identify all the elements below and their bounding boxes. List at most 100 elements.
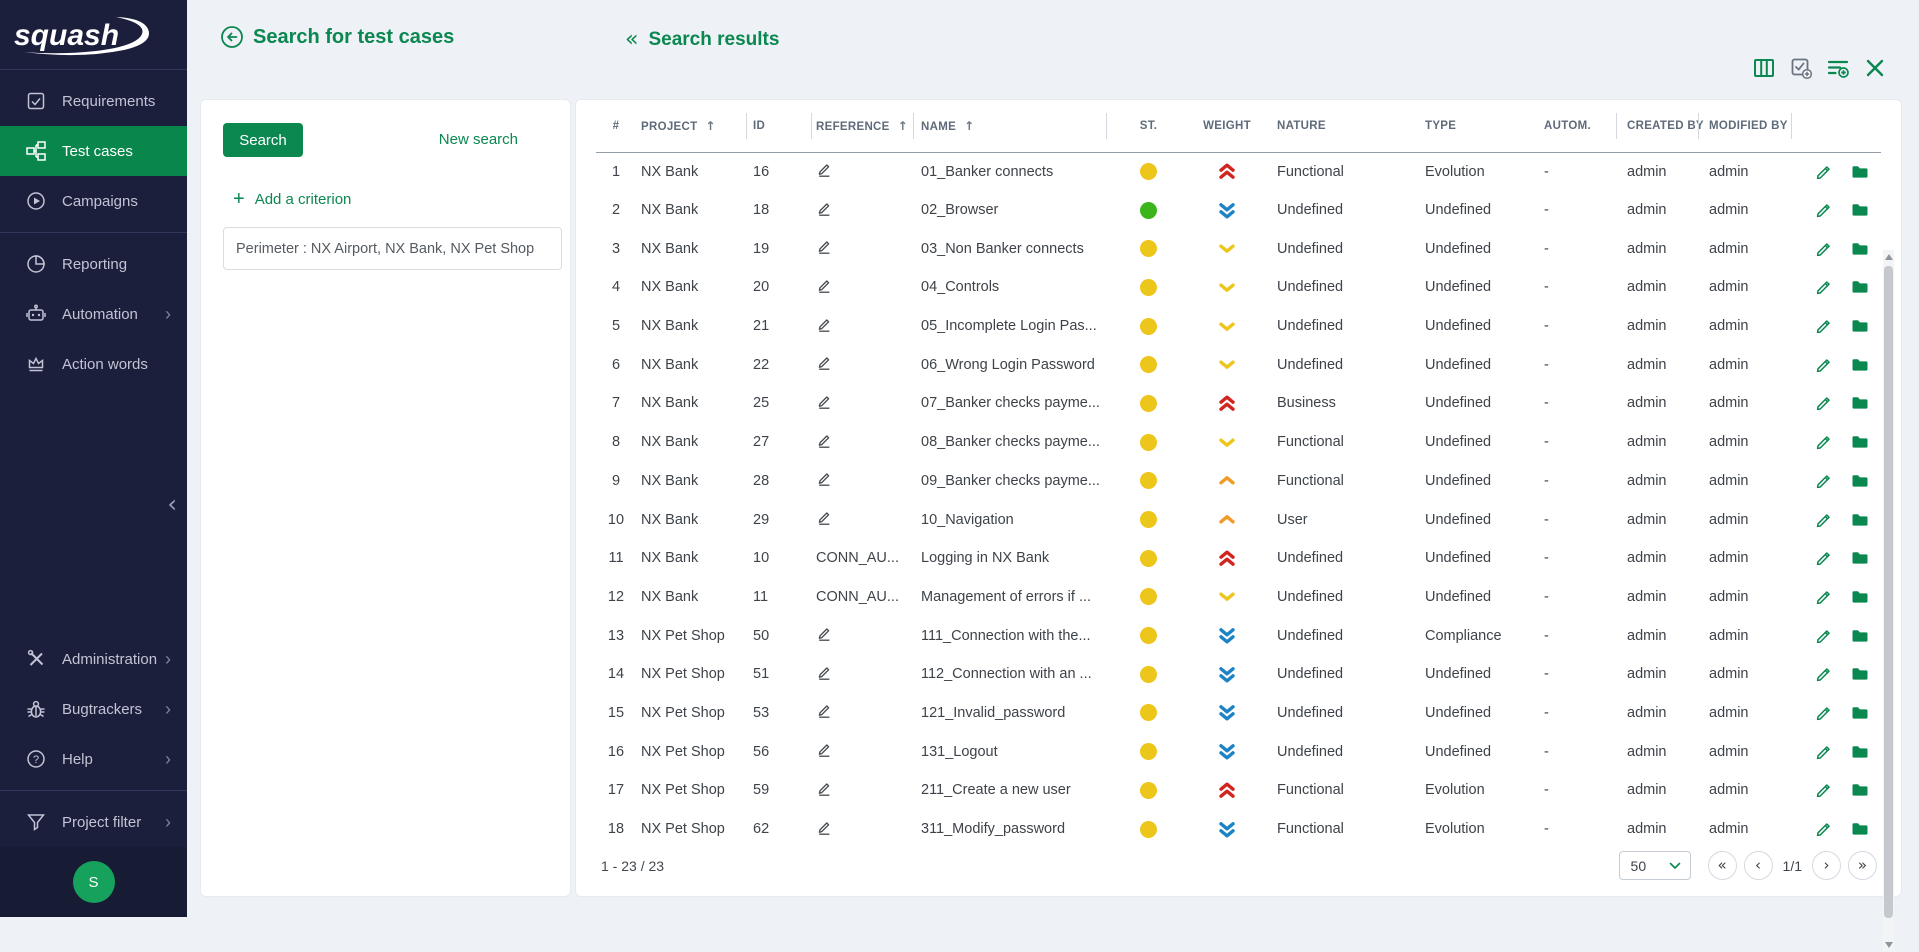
sidebar-item-project-filter[interactable]: Project filter › — [0, 797, 187, 847]
edit-reference-icon[interactable] — [816, 321, 833, 337]
folder-icon[interactable] — [1851, 665, 1869, 683]
name-cell[interactable]: 06_Wrong Login Password — [913, 345, 1106, 384]
folder-icon[interactable] — [1851, 394, 1869, 412]
edit-row-icon[interactable] — [1815, 665, 1833, 683]
table-row[interactable]: 12 NX Bank 11 CONN_AU... Management of e… — [596, 578, 1881, 617]
reference-cell[interactable]: CONN_AU... — [811, 578, 913, 617]
table-row[interactable]: 6 NX Bank 22 06_Wrong Login Password Und… — [596, 345, 1881, 384]
edit-reference-icon[interactable] — [816, 166, 833, 182]
folder-icon[interactable] — [1851, 433, 1869, 451]
edit-reference-icon[interactable] — [816, 707, 833, 723]
reference-cell[interactable] — [811, 384, 913, 423]
last-page-button[interactable]: » — [1848, 851, 1877, 880]
name-cell[interactable]: 08_Banker checks payme... — [913, 423, 1106, 462]
add-verification-icon[interactable] — [1789, 56, 1813, 80]
folder-icon[interactable] — [1851, 240, 1869, 258]
edit-row-icon[interactable] — [1815, 627, 1833, 645]
table-row[interactable]: 7 NX Bank 25 07_Banker checks payme... B… — [596, 384, 1881, 423]
reference-cell[interactable] — [811, 307, 913, 346]
column-header-type[interactable]: TYPE — [1411, 100, 1536, 152]
name-cell[interactable]: 09_Banker checks payme... — [913, 462, 1106, 501]
sidebar-item-action-words[interactable]: Action words — [0, 339, 187, 389]
name-cell[interactable]: 131_Logout — [913, 732, 1106, 771]
column-header-nature[interactable]: NATURE — [1263, 100, 1411, 152]
folder-icon[interactable] — [1851, 278, 1869, 296]
reference-cell[interactable] — [811, 771, 913, 810]
table-row[interactable]: 8 NX Bank 27 08_Banker checks payme... F… — [596, 423, 1881, 462]
sidebar-item-bugtrackers[interactable]: Bugtrackers › — [0, 684, 187, 734]
edit-reference-icon[interactable] — [816, 669, 833, 685]
column-header-name[interactable]: NAME↑ — [913, 100, 1106, 152]
table-row[interactable]: 1 NX Bank 16 01_Banker connects Function… — [596, 152, 1881, 191]
edit-row-icon[interactable] — [1815, 743, 1833, 761]
name-cell[interactable]: 211_Create a new user — [913, 771, 1106, 810]
scroll-down-icon[interactable] — [1885, 942, 1893, 948]
folder-icon[interactable] — [1851, 588, 1869, 606]
reference-cell[interactable] — [811, 345, 913, 384]
edit-row-icon[interactable] — [1815, 781, 1833, 799]
reference-cell[interactable] — [811, 191, 913, 230]
name-cell[interactable]: 07_Banker checks payme... — [913, 384, 1106, 423]
previous-page-button[interactable]: ‹ — [1744, 851, 1773, 880]
table-row[interactable]: 14 NX Pet Shop 51 112_Connection with an… — [596, 655, 1881, 694]
edit-row-icon[interactable] — [1815, 317, 1833, 335]
edit-reference-icon[interactable] — [816, 824, 833, 840]
name-cell[interactable]: 04_Controls — [913, 268, 1106, 307]
reference-cell[interactable] — [811, 268, 913, 307]
folder-icon[interactable] — [1851, 201, 1869, 219]
name-cell[interactable]: 01_Banker connects — [913, 152, 1106, 191]
column-header-weight[interactable]: WEIGHT — [1191, 100, 1263, 152]
edit-row-icon[interactable] — [1815, 820, 1833, 838]
name-cell[interactable]: 03_Non Banker connects — [913, 229, 1106, 268]
reference-cell[interactable] — [811, 152, 913, 191]
reference-cell[interactable] — [811, 616, 913, 655]
table-row[interactable]: 13 NX Pet Shop 50 111_Connection with th… — [596, 616, 1881, 655]
edit-reference-icon[interactable] — [816, 746, 833, 762]
column-header-status[interactable]: ST. — [1106, 100, 1191, 152]
sidebar-item-reporting[interactable]: Reporting — [0, 239, 187, 289]
back-icon[interactable] — [220, 25, 244, 49]
sidebar-item-administration[interactable]: Administration › — [0, 634, 187, 684]
edit-reference-icon[interactable] — [816, 282, 833, 298]
edit-row-icon[interactable] — [1815, 394, 1833, 412]
reference-cell[interactable] — [811, 500, 913, 539]
name-cell[interactable]: 111_Connection with the... — [913, 616, 1106, 655]
sidebar-item-test-cases[interactable]: Test cases — [0, 126, 187, 176]
edit-row-icon[interactable] — [1815, 472, 1833, 490]
edit-row-icon[interactable] — [1815, 511, 1833, 529]
reference-cell[interactable] — [811, 655, 913, 694]
column-header-modified-by[interactable]: MODIFIED BY — [1698, 100, 1791, 152]
columns-icon[interactable] — [1752, 56, 1776, 80]
table-row[interactable]: 17 NX Pet Shop 59 211_Create a new user … — [596, 771, 1881, 810]
results-collapse-button[interactable]: « Search results — [625, 27, 779, 52]
sidebar-item-requirements[interactable]: Requirements — [0, 76, 187, 126]
reference-cell[interactable] — [811, 732, 913, 771]
name-cell[interactable]: Management of errors if ... — [913, 578, 1106, 617]
sidebar-collapse-icon[interactable]: ‹ — [167, 492, 177, 516]
column-header-created-by[interactable]: CREATED BY — [1616, 100, 1698, 152]
reference-cell[interactable] — [811, 694, 913, 733]
page-size-select[interactable]: 50 — [1619, 851, 1691, 880]
folder-icon[interactable] — [1851, 820, 1869, 838]
reference-cell[interactable] — [811, 423, 913, 462]
folder-icon[interactable] — [1851, 511, 1869, 529]
scrollbar-thumb[interactable] — [1884, 266, 1893, 918]
edit-reference-icon[interactable] — [816, 205, 833, 221]
column-header-id[interactable]: ID — [746, 100, 811, 152]
edit-row-icon[interactable] — [1815, 163, 1833, 181]
column-header-reference[interactable]: REFERENCE↑ — [811, 100, 913, 152]
search-button[interactable]: Search — [223, 123, 303, 157]
perimeter-criterion-chip[interactable]: Perimeter : NX Airport, NX Bank, NX Pet … — [223, 227, 562, 270]
folder-icon[interactable] — [1851, 627, 1869, 645]
folder-icon[interactable] — [1851, 356, 1869, 374]
table-row[interactable]: 4 NX Bank 20 04_Controls Undefined Undef… — [596, 268, 1881, 307]
edit-row-icon[interactable] — [1815, 278, 1833, 296]
edit-reference-icon[interactable] — [816, 785, 833, 801]
edit-row-icon[interactable] — [1815, 356, 1833, 374]
table-row[interactable]: 3 NX Bank 19 03_Non Banker connects Unde… — [596, 229, 1881, 268]
close-icon[interactable] — [1863, 56, 1887, 80]
name-cell[interactable]: 121_Invalid_password — [913, 694, 1106, 733]
edit-reference-icon[interactable] — [816, 437, 833, 453]
table-row[interactable]: 5 NX Bank 21 05_Incomplete Login Pas... … — [596, 307, 1881, 346]
table-row[interactable]: 15 NX Pet Shop 53 121_Invalid_password U… — [596, 694, 1881, 733]
